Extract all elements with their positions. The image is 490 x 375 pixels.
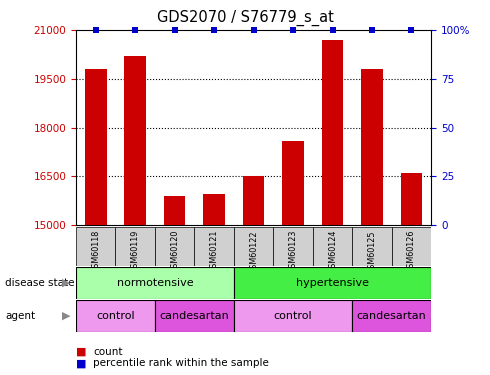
Bar <box>124 56 146 225</box>
Bar <box>282 141 304 225</box>
Text: normotensive: normotensive <box>117 278 193 288</box>
Text: GSM60119: GSM60119 <box>131 230 140 273</box>
Bar <box>392 227 431 266</box>
Text: GSM60124: GSM60124 <box>328 230 337 273</box>
Bar <box>273 227 313 266</box>
Text: control: control <box>274 310 312 321</box>
Bar <box>321 40 343 225</box>
Text: count: count <box>93 347 122 357</box>
Bar <box>243 176 265 225</box>
Text: GSM60122: GSM60122 <box>249 230 258 273</box>
Text: GDS2070 / S76779_s_at: GDS2070 / S76779_s_at <box>157 9 333 26</box>
Text: GSM60126: GSM60126 <box>407 230 416 273</box>
Text: agent: agent <box>5 310 35 321</box>
Bar <box>361 69 383 225</box>
Text: control: control <box>96 310 135 321</box>
Bar <box>203 194 225 225</box>
Bar <box>313 227 352 266</box>
Bar <box>234 267 431 299</box>
Text: GSM60120: GSM60120 <box>170 230 179 273</box>
Text: disease state: disease state <box>5 278 74 288</box>
Bar <box>401 173 422 225</box>
Text: GSM60123: GSM60123 <box>289 230 297 273</box>
Bar <box>195 227 234 266</box>
Bar <box>234 227 273 266</box>
Bar <box>352 300 431 332</box>
Text: candesartan: candesartan <box>159 310 229 321</box>
Bar <box>116 227 155 266</box>
Bar <box>76 300 155 332</box>
Text: GSM60121: GSM60121 <box>210 230 219 273</box>
Bar <box>352 227 392 266</box>
Text: ▶: ▶ <box>62 310 71 321</box>
Text: GSM60125: GSM60125 <box>368 230 376 273</box>
Bar <box>155 227 195 266</box>
Bar <box>234 300 352 332</box>
Text: percentile rank within the sample: percentile rank within the sample <box>93 358 269 368</box>
Bar <box>155 300 234 332</box>
Text: ■: ■ <box>76 358 86 368</box>
Text: hypertensive: hypertensive <box>296 278 369 288</box>
Text: ■: ■ <box>76 347 86 357</box>
Bar <box>85 69 106 225</box>
Text: candesartan: candesartan <box>357 310 427 321</box>
Bar <box>164 196 186 225</box>
Text: GSM60118: GSM60118 <box>91 230 100 273</box>
Bar <box>76 267 234 299</box>
Text: ▶: ▶ <box>62 278 71 288</box>
Bar <box>76 227 116 266</box>
